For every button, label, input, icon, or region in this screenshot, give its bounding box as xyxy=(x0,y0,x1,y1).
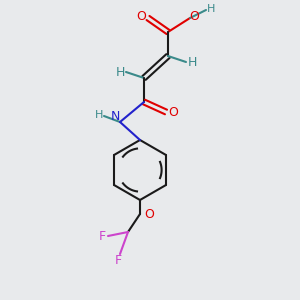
Text: H: H xyxy=(95,110,103,120)
Text: H: H xyxy=(207,4,215,14)
Text: O: O xyxy=(189,10,199,22)
Text: O: O xyxy=(144,208,154,220)
Text: F: F xyxy=(98,230,106,242)
Text: H: H xyxy=(115,65,125,79)
Text: N: N xyxy=(110,110,120,124)
Text: H: H xyxy=(187,56,197,68)
Text: O: O xyxy=(168,106,178,118)
Text: F: F xyxy=(114,254,122,268)
Text: O: O xyxy=(136,10,146,22)
